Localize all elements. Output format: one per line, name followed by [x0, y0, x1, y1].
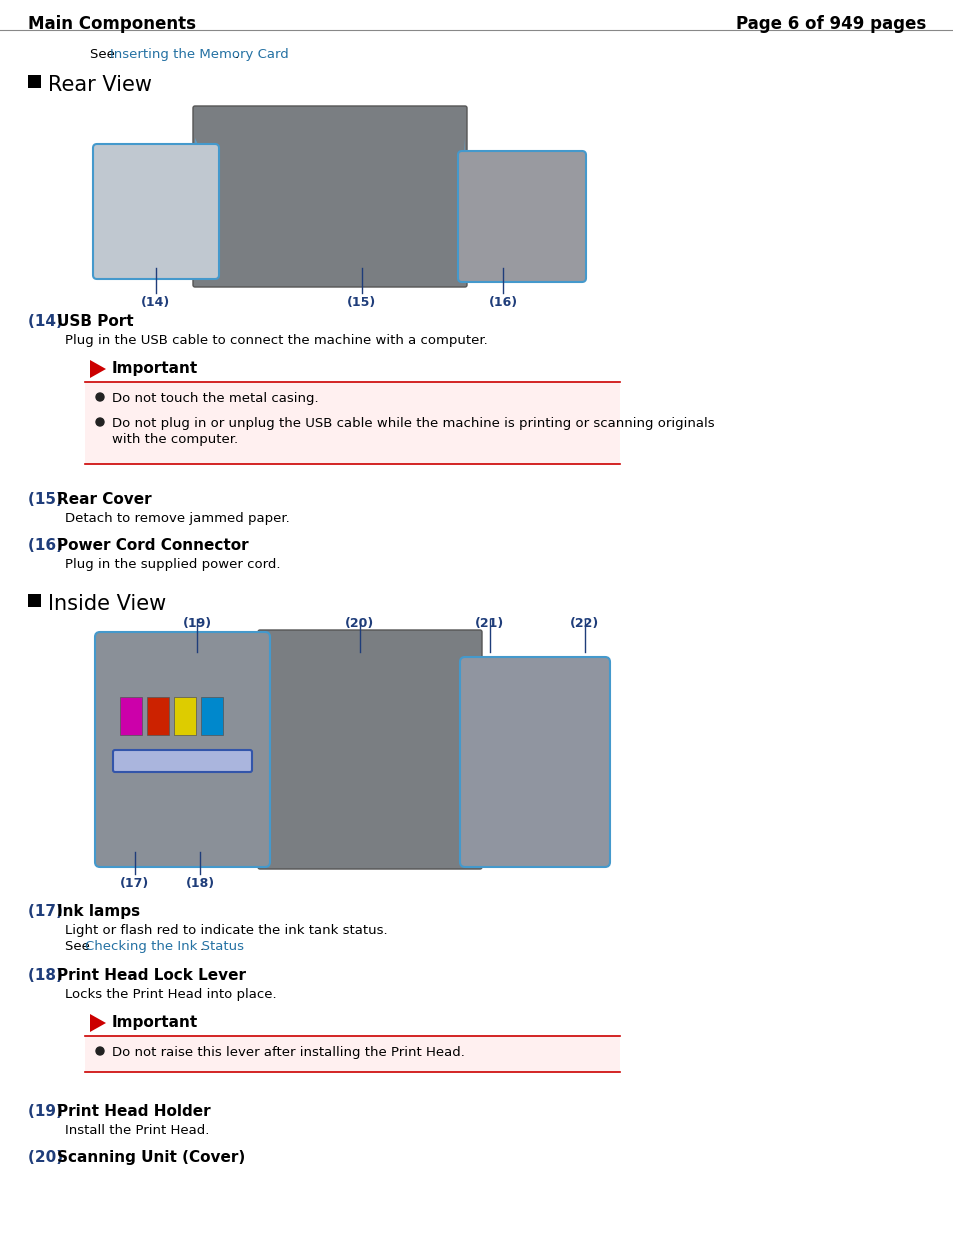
- Text: (20): (20): [28, 1150, 69, 1165]
- Text: Important: Important: [112, 1015, 198, 1030]
- Text: (14): (14): [141, 296, 171, 309]
- Text: (19): (19): [28, 1104, 68, 1119]
- FancyBboxPatch shape: [193, 106, 467, 287]
- Bar: [173, 697, 195, 735]
- Text: .: .: [200, 940, 204, 953]
- FancyBboxPatch shape: [112, 750, 252, 772]
- Text: (17): (17): [28, 904, 68, 919]
- Text: Plug in the USB cable to connect the machine with a computer.: Plug in the USB cable to connect the mac…: [65, 333, 487, 347]
- Text: (22): (22): [570, 618, 599, 630]
- Text: Detach to remove jammed paper.: Detach to remove jammed paper.: [65, 513, 290, 525]
- Text: Light or flash red to indicate the ink tank status.: Light or flash red to indicate the ink t…: [65, 924, 387, 937]
- Text: Inside View: Inside View: [48, 594, 166, 614]
- Bar: [201, 697, 223, 735]
- Polygon shape: [194, 138, 214, 254]
- Bar: [147, 697, 169, 735]
- Text: Locks the Print Head into place.: Locks the Print Head into place.: [65, 988, 276, 1002]
- Text: USB Port: USB Port: [57, 314, 133, 329]
- Text: Do not plug in or unplug the USB cable while the machine is printing or scanning: Do not plug in or unplug the USB cable w…: [112, 417, 714, 430]
- FancyBboxPatch shape: [92, 144, 219, 279]
- Text: Page 6 of 949 pages: Page 6 of 949 pages: [735, 15, 925, 33]
- FancyBboxPatch shape: [257, 630, 481, 869]
- Text: (15): (15): [347, 296, 376, 309]
- Text: Power Cord Connector: Power Cord Connector: [57, 538, 248, 553]
- Bar: [120, 697, 142, 735]
- Text: (20): (20): [345, 618, 375, 630]
- Text: Scanning Unit (Cover): Scanning Unit (Cover): [57, 1150, 245, 1165]
- Text: Print Head Holder: Print Head Holder: [57, 1104, 211, 1119]
- Text: (21): (21): [475, 618, 504, 630]
- Text: Install the Print Head.: Install the Print Head.: [65, 1124, 209, 1137]
- Text: See: See: [90, 48, 119, 61]
- Circle shape: [96, 393, 104, 401]
- Polygon shape: [90, 359, 106, 378]
- Polygon shape: [464, 672, 479, 827]
- Text: (15): (15): [28, 492, 68, 508]
- Text: (18): (18): [28, 968, 68, 983]
- FancyBboxPatch shape: [457, 151, 585, 282]
- Text: Inserting the Memory Card: Inserting the Memory Card: [110, 48, 289, 61]
- Text: (18): (18): [185, 877, 214, 890]
- Text: Print Head Lock Lever: Print Head Lock Lever: [57, 968, 246, 983]
- Bar: [28, 594, 41, 606]
- Bar: [95, 103, 595, 290]
- Text: (14): (14): [28, 314, 68, 329]
- Text: Important: Important: [112, 361, 198, 375]
- Text: Main Components: Main Components: [28, 15, 195, 33]
- Bar: [85, 382, 619, 464]
- Bar: [28, 75, 41, 88]
- Polygon shape: [260, 672, 265, 827]
- Text: See: See: [65, 940, 94, 953]
- Polygon shape: [461, 138, 464, 254]
- Text: with the computer.: with the computer.: [112, 433, 238, 446]
- Text: Do not touch the metal casing.: Do not touch the metal casing.: [112, 391, 318, 405]
- Text: (19): (19): [182, 618, 212, 630]
- Text: Do not raise this lever after installing the Print Head.: Do not raise this lever after installing…: [112, 1046, 464, 1058]
- Text: Rear Cover: Rear Cover: [57, 492, 152, 508]
- Text: Ink lamps: Ink lamps: [57, 904, 140, 919]
- Text: (16): (16): [28, 538, 69, 553]
- Text: (17): (17): [120, 877, 150, 890]
- Polygon shape: [90, 1014, 106, 1032]
- FancyBboxPatch shape: [459, 657, 609, 867]
- Bar: [85, 1036, 619, 1072]
- Text: (16): (16): [488, 296, 517, 309]
- Text: Rear View: Rear View: [48, 75, 152, 95]
- Text: Checking the Ink Status: Checking the Ink Status: [85, 940, 244, 953]
- Bar: [95, 622, 659, 872]
- Circle shape: [96, 417, 104, 426]
- Circle shape: [96, 1047, 104, 1055]
- Text: Plug in the supplied power cord.: Plug in the supplied power cord.: [65, 558, 280, 571]
- FancyBboxPatch shape: [95, 632, 270, 867]
- Text: .: .: [234, 48, 239, 61]
